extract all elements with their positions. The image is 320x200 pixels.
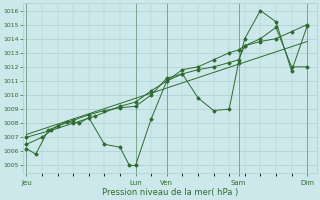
X-axis label: Pression niveau de la mer( hPa ): Pression niveau de la mer( hPa ): [102, 188, 238, 197]
